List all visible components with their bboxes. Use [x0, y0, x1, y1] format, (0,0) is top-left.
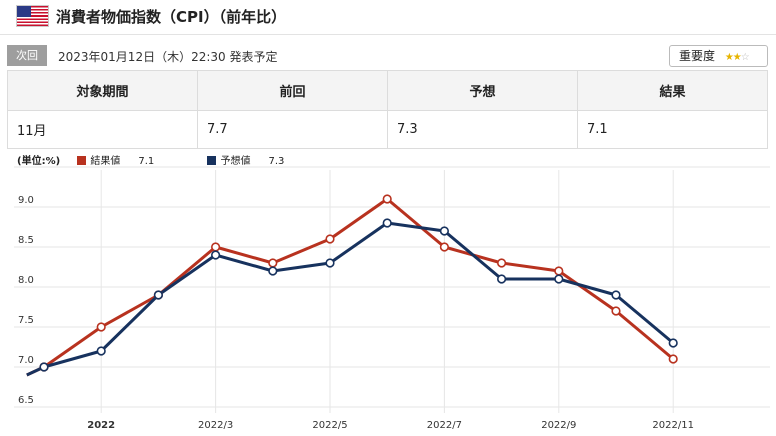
chart-legend: (単位:%) 結果値 7.1 予想値 7.3 [17, 152, 284, 167]
unit-label: (単位:%) [17, 156, 61, 167]
next-release-badge: 次回 [7, 45, 47, 66]
x-tick-label: 2022/5 [312, 420, 347, 431]
forecast-data-point [39, 362, 49, 372]
forecast-series-line [26, 221, 675, 377]
legend-forecast-value: 7.3 [268, 156, 285, 167]
star-empty-icon: ☆ [740, 52, 750, 63]
result-data-point [611, 306, 621, 316]
next-release-datetime: 2023年01月12日（木）22:30 発表予定 [58, 50, 278, 64]
forecast-data-point [439, 226, 450, 236]
forecast-data-point [211, 250, 221, 260]
legend-forecast-label: 予想値 [220, 156, 251, 167]
cpi-line-chart: 6.5 7.0 7.5 8.0 8.5 9.0 2022 2022/3 2022/5 2022/7… [14, 166, 770, 431]
table-header-row: 対象期間 前回 予想 結果 [7, 70, 768, 111]
table-row: 11月 7.7 7.3 7.1 [7, 110, 768, 149]
y-tick-label: 9.0 [18, 195, 34, 206]
column-header-previous: 前回 [197, 70, 388, 111]
result-data-point [439, 242, 450, 252]
result-swatch [77, 156, 87, 165]
column-header-forecast: 予想 [387, 70, 578, 111]
x-tick-label: 2022/7 [427, 420, 462, 431]
cell-result: 7.1 [577, 110, 768, 149]
forecast-data-point [611, 290, 621, 300]
y-tick-label: 8.0 [18, 275, 34, 286]
x-tick-label: 2022 [87, 420, 115, 431]
legend-item-forecast: 予想値 7.3 [207, 156, 284, 167]
cell-period: 11月 [7, 110, 198, 149]
importance-label: 重要度 [679, 49, 716, 63]
forecast-data-point [268, 266, 278, 276]
result-data-point [96, 322, 106, 332]
header: 消費者物価指数（CPI）（前年比） [0, 0, 776, 34]
result-data-point [497, 258, 507, 268]
x-tick-label: 2022/3 [198, 420, 233, 431]
page-title: 消費者物価指数（CPI）（前年比） [56, 8, 287, 26]
header-divider [0, 34, 776, 35]
x-tick-label: 2022/9 [541, 420, 576, 431]
forecast-data-point [668, 338, 678, 348]
x-tick-label: 2022/11 [652, 420, 694, 431]
forecast-data-point [96, 346, 106, 356]
forecast-data-point [325, 258, 335, 268]
cell-previous: 7.7 [197, 110, 388, 149]
forecast-data-point [497, 274, 507, 284]
result-data-point [668, 354, 678, 364]
result-data-point [382, 194, 392, 204]
importance-indicator: 重要度 ★★☆ [669, 45, 768, 67]
forecast-data-point [153, 290, 163, 300]
us-flag-icon [16, 5, 49, 27]
forecast-swatch [207, 156, 217, 165]
forecast-data-point [554, 274, 564, 284]
y-tick-label: 6.5 [18, 395, 34, 406]
summary-table: 対象期間 前回 予想 結果 11月 7.7 7.3 7.1 [7, 70, 768, 149]
result-data-point [211, 242, 221, 252]
cell-forecast: 7.3 [387, 110, 578, 149]
column-header-result: 結果 [577, 70, 768, 111]
legend-item-result: 結果値 7.1 [77, 156, 154, 167]
y-tick-label: 7.0 [18, 355, 34, 366]
legend-result-label: 結果値 [90, 156, 121, 167]
y-tick-label: 7.5 [18, 315, 34, 326]
forecast-data-point [382, 218, 392, 228]
result-data-point [325, 234, 335, 244]
star-filled-icon: ★★ [724, 52, 742, 63]
legend-result-value: 7.1 [138, 156, 155, 167]
result-data-point [268, 258, 278, 268]
result-data-point [554, 266, 564, 276]
star-rating-icon: ★★☆ [724, 52, 750, 63]
column-header-period: 対象期間 [7, 70, 198, 111]
y-tick-label: 8.5 [18, 235, 34, 246]
